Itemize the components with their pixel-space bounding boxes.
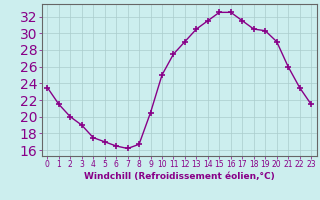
X-axis label: Windchill (Refroidissement éolien,°C): Windchill (Refroidissement éolien,°C) — [84, 172, 275, 181]
